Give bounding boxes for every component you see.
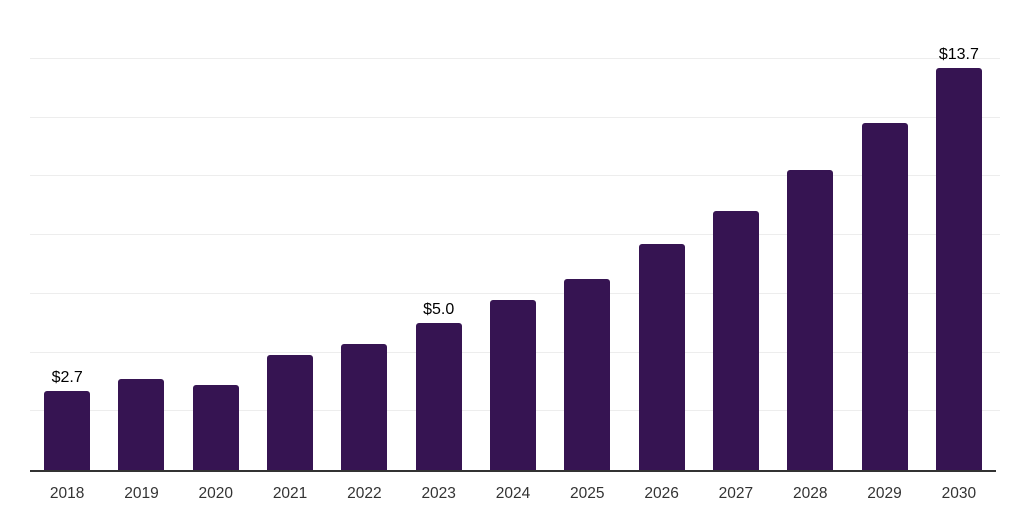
x-tick-2023: 2023: [421, 485, 456, 502]
x-tick-2024: 2024: [495, 485, 531, 502]
plot-area: $2.7 $5.0 $13.7: [30, 0, 1000, 472]
x-tick-2020: 2020: [198, 485, 233, 502]
gridline: [30, 234, 1000, 235]
x-tick-2029: 2029: [867, 485, 902, 502]
value-label-2018: $2.7: [51, 369, 83, 386]
bar-2026: [638, 244, 685, 470]
x-tick-2028: 2028: [792, 485, 828, 502]
bar-2019: [118, 379, 165, 470]
bar-2022: [341, 344, 388, 470]
value-label-2030: $13.7: [938, 46, 979, 63]
x-tick-2027: 2027: [718, 485, 754, 502]
bar-2029: [861, 123, 908, 470]
x-tick-2026: 2026: [644, 485, 679, 502]
x-tick-2021: 2021: [272, 485, 308, 502]
gridline: [30, 116, 1000, 118]
bar-2023: [415, 323, 462, 470]
gridline: [30, 57, 1000, 59]
bar-2025: [564, 279, 611, 470]
bar-2024: [490, 300, 536, 470]
bar-2030: [935, 68, 982, 470]
bar-2021: [267, 355, 314, 470]
bar-2027: [712, 211, 759, 470]
bar-2020: [192, 385, 239, 470]
bar-2028: [787, 170, 834, 470]
x-tick-2022: 2022: [347, 485, 382, 502]
gridline: [30, 292, 1000, 294]
x-axis: 2018 2019 2020 2021 2022 2023 2024 2025 2026 2027…: [30, 480, 996, 510]
x-tick-2025: 2025: [570, 485, 605, 502]
x-tick-2030: 2030: [941, 485, 977, 502]
bar-2018: [44, 391, 91, 470]
x-tick-2018: 2018: [49, 485, 85, 502]
gridline: [30, 175, 1000, 177]
x-tick-2019: 2019: [124, 485, 159, 502]
value-label-2023: $5.0: [423, 301, 455, 318]
